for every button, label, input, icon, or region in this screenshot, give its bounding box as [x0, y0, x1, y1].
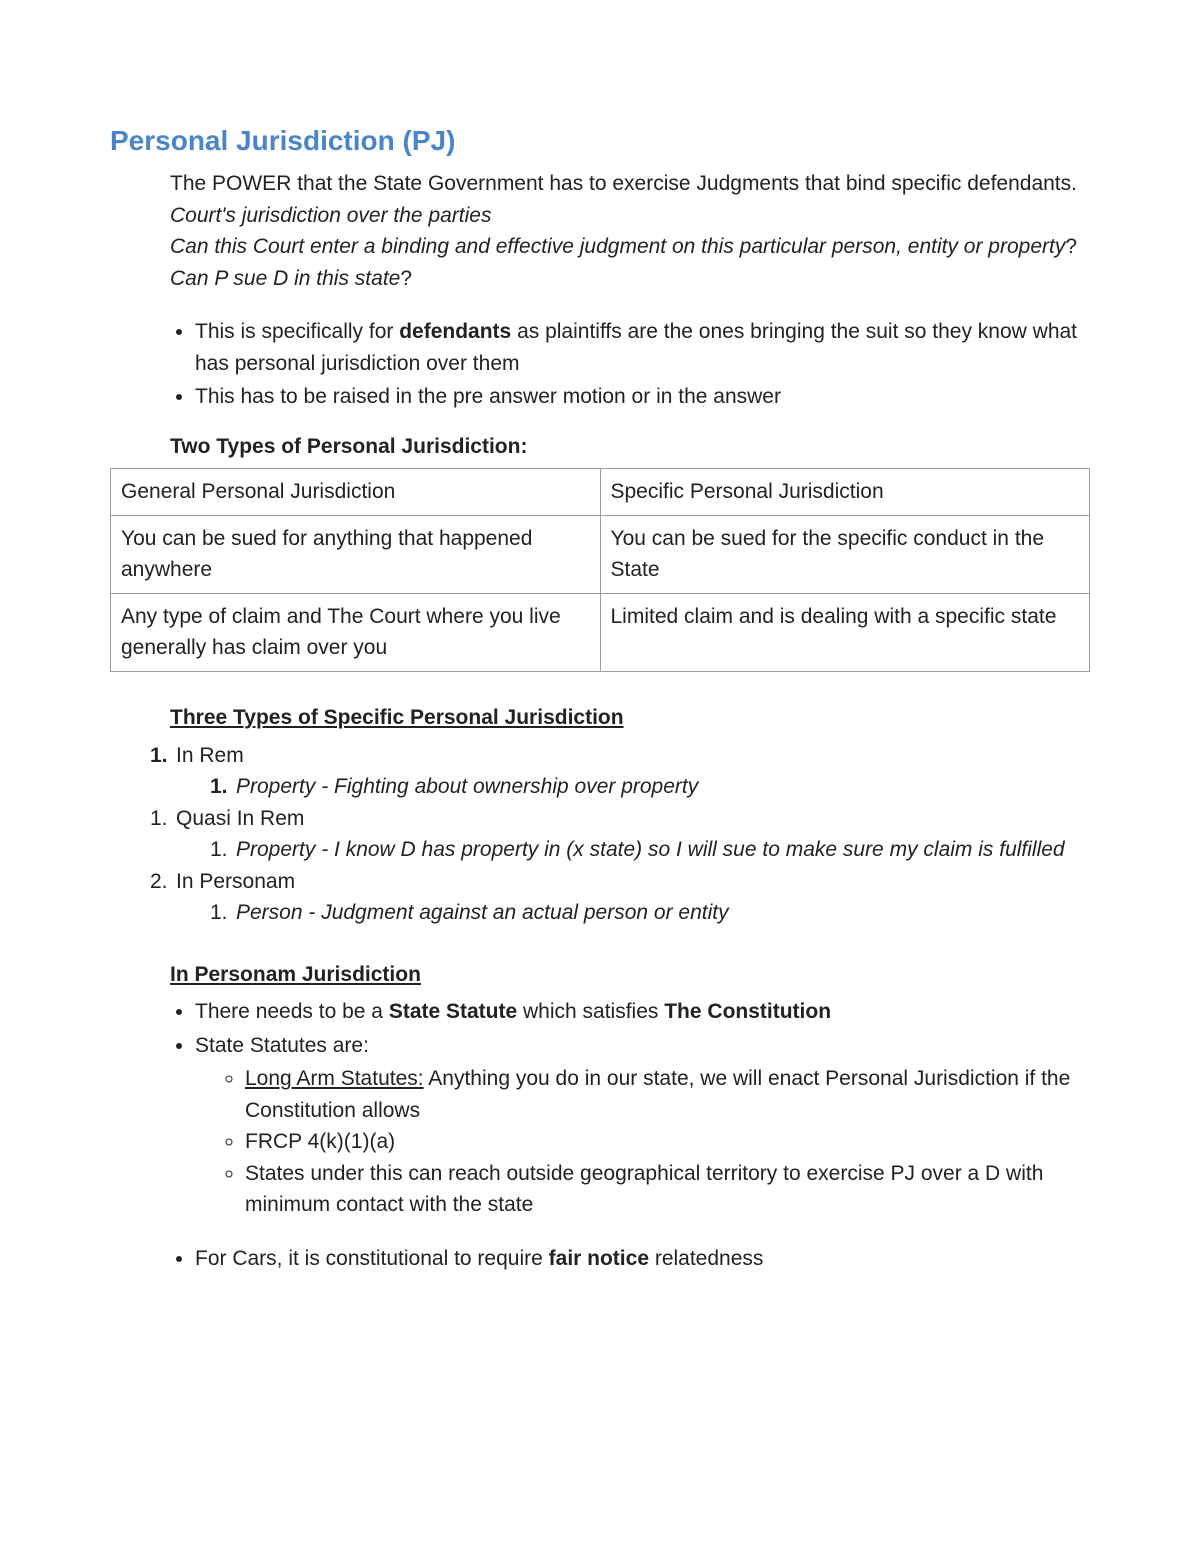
item-text: In Personam	[176, 870, 295, 893]
intro-line-4-q: ?	[400, 267, 412, 290]
text-post: relatedness	[649, 1247, 763, 1270]
num-marker: 1.	[150, 803, 176, 835]
text-pre: For Cars, it is constitutional to requir…	[195, 1247, 549, 1270]
list-item: State Statutes are: Long Arm Statutes: A…	[195, 1030, 1090, 1221]
inpersonam-bullets: There needs to be a State Statute which …	[110, 996, 1090, 1221]
num-marker: 2.	[150, 866, 176, 898]
list-item: There needs to be a State Statute which …	[195, 996, 1090, 1028]
intro-line-2: Court's jurisdiction over the parties	[170, 200, 1090, 232]
text-underline: Long Arm Statutes:	[245, 1067, 424, 1090]
intro-line-3-q: ?	[1065, 235, 1077, 258]
item-text: Quasi In Rem	[176, 807, 304, 830]
num-marker: 1.	[150, 740, 176, 772]
table-cell: Specific Personal Jurisdiction	[600, 469, 1090, 516]
item-text: State Statutes are:	[195, 1034, 369, 1057]
list-item: 1.Property - Fighting about ownership ov…	[210, 771, 1090, 803]
table-row: Any type of claim and The Court where yo…	[111, 594, 1090, 672]
three-types-list: 1.In Rem 1.Property - Fighting about own…	[150, 740, 1090, 929]
page-title: Personal Jurisdiction (PJ)	[110, 120, 1090, 162]
text-bold: State Statute	[389, 1000, 517, 1023]
item-text: Property - Fighting about ownership over…	[236, 775, 698, 798]
list-item: 1.In Rem	[150, 740, 1090, 772]
list-item: 1.Property - I know D has property in (x…	[210, 834, 1090, 866]
table-row: General Personal Jurisdiction Specific P…	[111, 469, 1090, 516]
table-cell: Limited claim and is dealing with a spec…	[600, 594, 1090, 672]
bullet1-pre: This is specifically for	[195, 320, 399, 343]
num-marker: 1.	[210, 771, 236, 803]
table-cell: General Personal Jurisdiction	[111, 469, 601, 516]
text-mid: which satisfies	[517, 1000, 664, 1023]
intro-line-3-text: Can this Court enter a binding and effec…	[170, 235, 1065, 258]
text-bold: The Constitution	[664, 1000, 831, 1023]
list-item: This is specifically for defendants as p…	[195, 316, 1090, 379]
three-types-heading: Three Types of Specific Personal Jurisdi…	[170, 702, 1090, 734]
intro-line-1: The POWER that the State Government has …	[170, 168, 1090, 200]
bullet1-bold: defendants	[399, 320, 511, 343]
text-pre: There needs to be a	[195, 1000, 389, 1023]
list-item: 1.Person - Judgment against an actual pe…	[210, 897, 1090, 929]
document-page: Personal Jurisdiction (PJ) The POWER tha…	[0, 0, 1200, 1553]
table-heading: Two Types of Personal Jurisdiction:	[170, 431, 1090, 463]
list-item: This has to be raised in the pre answer …	[195, 381, 1090, 413]
inpersonam-heading: In Personam Jurisdiction	[170, 959, 1090, 991]
list-item: States under this can reach outside geog…	[245, 1158, 1090, 1221]
list-item: Long Arm Statutes: Anything you do in ou…	[245, 1063, 1090, 1126]
intro-line-4: Can P sue D in this state?	[170, 263, 1090, 295]
sub-bullets: Long Arm Statutes: Anything you do in ou…	[195, 1063, 1090, 1221]
intro-line-3: Can this Court enter a binding and effec…	[170, 231, 1090, 263]
num-marker: 1.	[210, 897, 236, 929]
list-item: 1.Quasi In Rem	[150, 803, 1090, 835]
intro-line-4-text: Can P sue D in this state	[170, 267, 400, 290]
table-cell: You can be sued for the specific conduct…	[600, 516, 1090, 594]
intro-block: The POWER that the State Government has …	[170, 168, 1090, 294]
num-marker: 1.	[210, 834, 236, 866]
text-bold: fair notice	[549, 1247, 649, 1270]
item-text: In Rem	[176, 744, 244, 767]
intro-bullets: This is specifically for defendants as p…	[110, 316, 1090, 413]
item-text: Person - Judgment against an actual pers…	[236, 901, 729, 924]
list-item: For Cars, it is constitutional to requir…	[195, 1243, 1090, 1275]
table-row: You can be sued for anything that happen…	[111, 516, 1090, 594]
list-item: 2.In Personam	[150, 866, 1090, 898]
cars-bullet: For Cars, it is constitutional to requir…	[110, 1243, 1090, 1275]
table-cell: You can be sued for anything that happen…	[111, 516, 601, 594]
table-cell: Any type of claim and The Court where yo…	[111, 594, 601, 672]
list-item: FRCP 4(k)(1)(a)	[245, 1126, 1090, 1158]
item-text: Property - I know D has property in (x s…	[236, 838, 1065, 861]
pj-types-table: General Personal Jurisdiction Specific P…	[110, 468, 1090, 672]
